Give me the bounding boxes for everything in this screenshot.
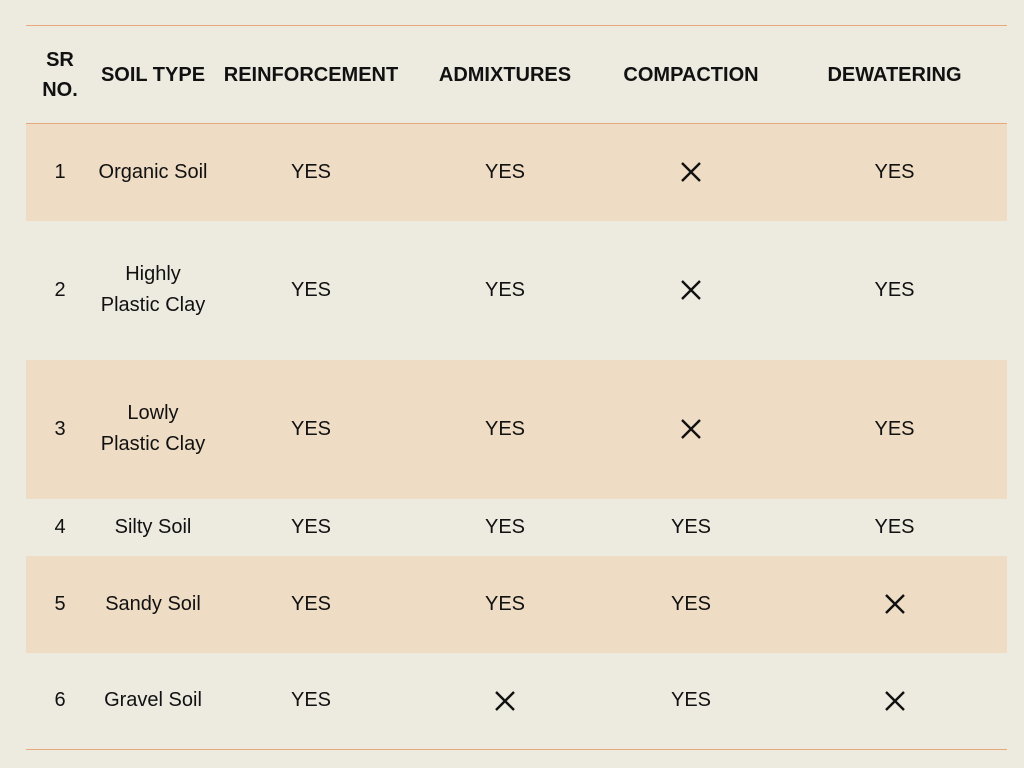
cell-soil-type: Gravel Soil <box>94 652 212 750</box>
cell-admixtures: YES <box>410 359 600 499</box>
table-row: 4 Silty Soil YES YES YES YES <box>26 498 1007 556</box>
cell-soil-type: Highly Plastic Clay <box>94 220 212 360</box>
cell-compaction <box>600 123 782 221</box>
table-row: 1 Organic Soil YES YES YES <box>26 123 1007 221</box>
cell-sr-no: 3 <box>26 359 94 499</box>
cell-compaction: YES <box>600 498 782 556</box>
cross-icon <box>680 161 702 183</box>
cell-reinforcement: YES <box>212 555 410 653</box>
header-dewatering: DEWATERING <box>782 25 1007 124</box>
header-row: SR NO. SOIL TYPE REINFORCEMENT ADMIXTURE… <box>26 25 1007 124</box>
table-row: 6 Gravel Soil YES YES <box>26 652 1007 750</box>
cross-icon <box>884 593 906 615</box>
cell-dewatering: YES <box>782 359 1007 499</box>
header-sr-no: SR NO. <box>26 25 94 124</box>
cell-soil-type: Silty Soil <box>94 498 212 556</box>
cell-dewatering <box>782 555 1007 653</box>
cell-reinforcement: YES <box>212 359 410 499</box>
cell-reinforcement: YES <box>212 652 410 750</box>
table-header: SR NO. SOIL TYPE REINFORCEMENT ADMIXTURE… <box>26 25 1007 124</box>
cell-reinforcement: YES <box>212 498 410 556</box>
cell-reinforcement: YES <box>212 123 410 221</box>
cell-compaction: YES <box>600 652 782 750</box>
cell-admixtures: YES <box>410 555 600 653</box>
cell-admixtures: YES <box>410 123 600 221</box>
cell-sr-no: 5 <box>26 555 94 653</box>
table-row: 5 Sandy Soil YES YES YES <box>26 555 1007 653</box>
cell-soil-type: Sandy Soil <box>94 555 212 653</box>
cell-admixtures: YES <box>410 220 600 360</box>
cross-icon <box>884 690 906 712</box>
table-row: 3 Lowly Plastic Clay YES YES YES <box>26 359 1007 499</box>
header-compaction: COMPACTION <box>600 25 782 124</box>
cell-sr-no: 2 <box>26 220 94 360</box>
cell-soil-type: Organic Soil <box>94 123 212 221</box>
table-body: 1 Organic Soil YES YES YES 2 Highly Plas… <box>26 123 1007 750</box>
cross-icon <box>494 690 516 712</box>
soil-treatment-table: SR NO. SOIL TYPE REINFORCEMENT ADMIXTURE… <box>26 25 1007 750</box>
cross-icon <box>680 418 702 440</box>
cell-dewatering: YES <box>782 220 1007 360</box>
cell-reinforcement: YES <box>212 220 410 360</box>
cross-icon <box>680 279 702 301</box>
cell-soil-type: Lowly Plastic Clay <box>94 359 212 499</box>
cell-dewatering: YES <box>782 123 1007 221</box>
header-admixtures: ADMIXTURES <box>410 25 600 124</box>
cell-admixtures: YES <box>410 498 600 556</box>
header-reinforcement: REINFORCEMENT <box>212 25 410 124</box>
cell-admixtures <box>410 652 600 750</box>
table-row: 2 Highly Plastic Clay YES YES YES <box>26 220 1007 360</box>
cell-sr-no: 4 <box>26 498 94 556</box>
cell-compaction <box>600 359 782 499</box>
cell-compaction <box>600 220 782 360</box>
cell-sr-no: 1 <box>26 123 94 221</box>
cell-dewatering: YES <box>782 498 1007 556</box>
cell-sr-no: 6 <box>26 652 94 750</box>
header-soil-type: SOIL TYPE <box>94 25 212 124</box>
cell-compaction: YES <box>600 555 782 653</box>
cell-dewatering <box>782 652 1007 750</box>
